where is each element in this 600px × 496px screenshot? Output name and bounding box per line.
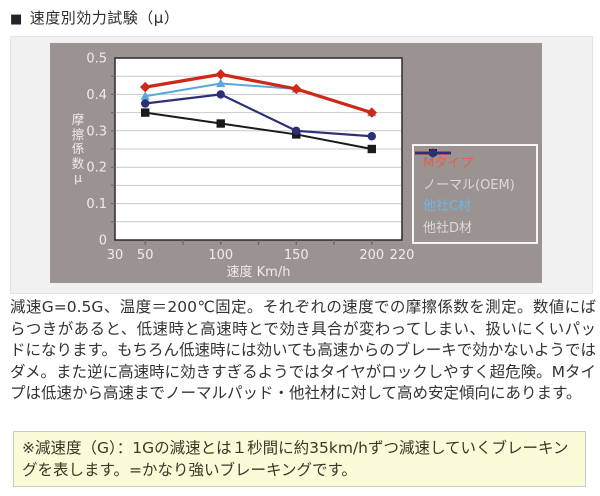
- svg-text:200: 200: [359, 248, 384, 263]
- legend-item: 他社D材: [415, 148, 536, 236]
- svg-text:150: 150: [284, 248, 309, 263]
- legend-label: Mタイプ: [423, 156, 474, 172]
- svg-text:0.1: 0.1: [86, 197, 107, 212]
- legend-label: 他社D材: [423, 220, 473, 236]
- note-text: ※減速度（G）：1Gの減速とは１秒間に約35km/hずつ減速していくブレーキング…: [22, 439, 569, 479]
- svg-text:0.5: 0.5: [86, 52, 107, 67]
- svg-text:220: 220: [390, 248, 415, 263]
- chart-legend: Mタイプノーマル(OEM) 他社C材他社D材: [412, 144, 538, 244]
- title-bullet-icon: ■: [10, 12, 23, 27]
- legend-label: 他社C材: [423, 199, 472, 215]
- description-text: 減速G=0.5G、温度＝200℃固定。それぞれの速度での摩擦係数を測定。数値にば…: [10, 298, 596, 402]
- chart-gray-box: 0 0.1 0.2 0.3 0.4 0.5 30 50 100 150 200 220 速度 Km/h …: [50, 43, 542, 283]
- svg-text:速度 Km/h: 速度 Km/h: [227, 264, 291, 280]
- page-title-text: 速度別効力試験（μ）: [29, 9, 180, 27]
- friction-vs-speed-chart: 0 0.1 0.2 0.3 0.4 0.5 30 50 100 150 200 220 速度 Km/h: [86, 52, 415, 281]
- svg-text:30: 30: [107, 248, 124, 263]
- legend-item: 他社C材: [415, 148, 536, 215]
- svg-text:100: 100: [208, 248, 233, 263]
- note-box: ※減速度（G）：1Gの減速とは１秒間に約35km/hずつ減速していくブレーキング…: [13, 431, 586, 487]
- svg-text:0.2: 0.2: [86, 161, 107, 176]
- svg-text:50: 50: [137, 248, 154, 263]
- legend-label: ノーマル(OEM): [423, 177, 515, 193]
- legend-item: ノーマル(OEM): [415, 149, 536, 193]
- svg-text:0.3: 0.3: [86, 124, 107, 139]
- svg-text:0.4: 0.4: [86, 88, 107, 103]
- circle-marker-icon: [415, 148, 451, 158]
- svg-text:0: 0: [99, 234, 107, 249]
- chart-panel: 0 0.1 0.2 0.3 0.4 0.5 30 50 100 150 200 220 速度 Km/h …: [10, 36, 593, 294]
- page-title: ■ 速度別効力試験（μ）: [10, 7, 179, 28]
